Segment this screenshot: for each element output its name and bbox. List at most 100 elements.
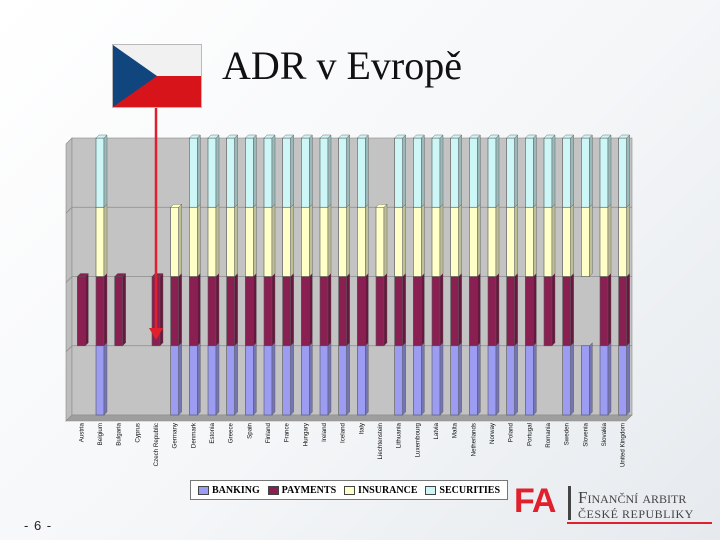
bar-segment-payments bbox=[338, 276, 347, 347]
bar-segment-securities bbox=[581, 137, 590, 208]
legend-swatch-securities bbox=[425, 485, 437, 495]
bar-segment-insurance bbox=[245, 206, 254, 277]
bar-segment-side bbox=[439, 203, 444, 277]
bar-cap bbox=[450, 134, 463, 139]
plot-floor bbox=[65, 414, 633, 422]
bar-segment-insurance bbox=[562, 206, 571, 277]
bar-segment-payments bbox=[114, 276, 123, 347]
x-tick-label: United Kingdom bbox=[620, 423, 627, 467]
bar-segment-securities bbox=[263, 137, 273, 208]
bar-segment-side bbox=[346, 273, 350, 347]
bar-segment-insurance bbox=[95, 206, 105, 277]
bar-segment-banking bbox=[338, 345, 347, 416]
x-tick-label: Luxembourg bbox=[414, 422, 421, 457]
bar-cap bbox=[524, 134, 537, 139]
x-tick-label: Finland bbox=[265, 422, 272, 443]
x-tick-label: Austria bbox=[78, 422, 85, 442]
gridline-side bbox=[65, 276, 73, 283]
bar-segment-side bbox=[103, 273, 108, 347]
bar-segment-side bbox=[365, 342, 369, 416]
bar-segment-side bbox=[197, 203, 201, 277]
bar-segment-banking bbox=[189, 345, 198, 416]
bar-segment-side bbox=[253, 342, 257, 416]
bar-segment-side bbox=[402, 273, 406, 347]
bar-segment-side bbox=[197, 134, 201, 208]
bar-cap bbox=[114, 273, 127, 277]
logo-mark: FA bbox=[514, 482, 556, 520]
bar-segment-side bbox=[159, 273, 164, 347]
bar-segment-insurance bbox=[506, 206, 515, 277]
bar-segment-insurance bbox=[319, 206, 329, 277]
bar-segment-banking bbox=[599, 345, 609, 416]
bar-segment-side bbox=[533, 134, 537, 208]
bar-segment-banking bbox=[413, 345, 422, 416]
page-number: - 6 - bbox=[24, 518, 53, 533]
bar-segment-side bbox=[85, 273, 89, 347]
bar-segment-side bbox=[309, 273, 313, 347]
bar-segment-banking bbox=[170, 345, 179, 416]
bar-segment-side bbox=[439, 273, 444, 347]
bar-segment-side bbox=[253, 134, 257, 208]
bar-segment-side bbox=[607, 203, 612, 277]
bar-segment-side bbox=[234, 134, 238, 208]
bar-segment-side bbox=[271, 134, 276, 208]
bar-cap bbox=[412, 134, 425, 139]
x-tick-label: Greece bbox=[228, 422, 235, 443]
x-tick-label: Slovenia bbox=[582, 422, 589, 446]
logo-line-1: Finanční arbitr bbox=[578, 488, 687, 507]
bar-segment-payments bbox=[450, 276, 459, 347]
bar-segment-payments bbox=[375, 276, 385, 347]
legend-item-securities: SECURITIES bbox=[425, 485, 500, 496]
bar-segment-insurance bbox=[450, 206, 459, 277]
bar-cap bbox=[468, 134, 481, 139]
bar-segment-insurance bbox=[487, 206, 497, 277]
x-tick-label: Liechtenstein bbox=[377, 422, 384, 459]
bar-segment-banking bbox=[487, 345, 497, 416]
legend-swatch-banking bbox=[197, 485, 209, 495]
bar-segment-side bbox=[607, 134, 612, 208]
x-tick-label: Netherlands bbox=[470, 423, 477, 456]
bar-segment-insurance bbox=[413, 206, 422, 277]
bar-segment-securities bbox=[525, 137, 534, 208]
bar-segment-securities bbox=[618, 137, 627, 208]
bar-segment-securities bbox=[226, 137, 235, 208]
bar-segment-securities bbox=[338, 137, 347, 208]
bar-segment-payments bbox=[245, 276, 254, 347]
bar-segment-payments bbox=[487, 276, 497, 347]
bar-segment-payments bbox=[207, 276, 217, 347]
bar-cap bbox=[263, 134, 276, 139]
bar-segment-payments bbox=[357, 276, 366, 347]
bar-cap bbox=[170, 204, 183, 208]
bar-cap bbox=[76, 273, 89, 277]
bar-cap bbox=[282, 134, 295, 139]
x-tick-label: Portugal bbox=[526, 423, 533, 446]
bar-segment-insurance bbox=[189, 206, 198, 277]
bar-segment-payments bbox=[469, 276, 478, 347]
bar-segment-payments bbox=[95, 276, 105, 347]
x-tick-label: Romania bbox=[545, 422, 552, 447]
bar-segment-side bbox=[178, 203, 182, 277]
bar-segment-payments bbox=[394, 276, 403, 347]
bar-segment-side bbox=[309, 203, 313, 277]
bar-segment-side bbox=[327, 342, 332, 416]
bar-segment-securities bbox=[506, 137, 515, 208]
bar-cap bbox=[300, 134, 313, 139]
bar-cap bbox=[543, 134, 556, 139]
bar-segment-side bbox=[178, 342, 182, 416]
bar-segment-side bbox=[402, 134, 406, 208]
bar-segment-side bbox=[402, 203, 406, 277]
bar-segment-insurance bbox=[263, 206, 273, 277]
bar-segment-side bbox=[309, 342, 313, 416]
legend-label-insurance: INSURANCE bbox=[358, 484, 418, 496]
bar-segment-banking bbox=[618, 345, 627, 416]
legend-item-insurance: INSURANCE bbox=[344, 484, 418, 496]
x-tick-label: Malta bbox=[452, 422, 459, 438]
bar-segment-securities bbox=[189, 137, 198, 208]
bar-segment-side bbox=[626, 134, 630, 208]
x-tick-label: Spain bbox=[246, 422, 253, 438]
bar-segment-insurance bbox=[431, 206, 441, 277]
bar-segment-securities bbox=[357, 137, 366, 208]
bar-segment-payments bbox=[170, 276, 179, 347]
bar-segment-side bbox=[402, 342, 406, 416]
bar-segment-banking bbox=[525, 345, 534, 416]
